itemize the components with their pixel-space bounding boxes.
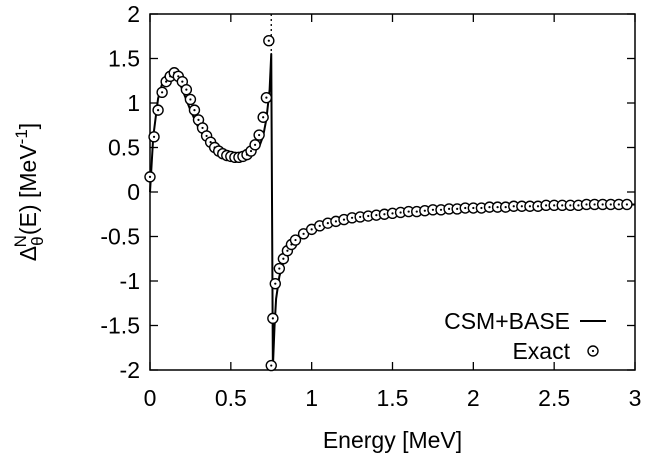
data-point-exact: [253, 129, 265, 141]
y-tick-label: -1.5: [100, 313, 140, 339]
data-point-exact: [267, 312, 279, 325]
data-point-exact: [249, 139, 261, 151]
data-point-exact: [184, 93, 197, 106]
data-point-exact: [621, 198, 633, 211]
data-point-exact: [263, 35, 275, 47]
data-point-exact: [269, 277, 281, 290]
data-point-exact: [605, 198, 617, 211]
data-point-exact: [265, 359, 277, 372]
legend-label-exact: Exact: [512, 338, 570, 364]
data-point-exact: [564, 199, 577, 212]
data-point-exact: [273, 262, 286, 275]
y-label-close: ]: [15, 123, 41, 129]
data-point-exact: [144, 171, 156, 183]
y-label-unit-sup: -1: [12, 129, 31, 144]
x-tick-label: 3: [629, 385, 642, 411]
y-label-base: Δ: [15, 246, 41, 261]
x-tick-label: 0.5: [215, 385, 247, 411]
data-point-exact: [188, 104, 201, 116]
x-tick-label: 0: [144, 385, 157, 411]
data-point-exact: [260, 91, 273, 104]
data-point-exact: [180, 83, 193, 96]
y-tick-label: -2: [120, 357, 140, 383]
y-tick-label: 1.5: [108, 46, 140, 72]
legend-label-csm-base: CSM+BASE: [444, 308, 570, 334]
y-tick-label: -1: [120, 268, 140, 294]
legend: CSM+BASE Exact: [444, 308, 606, 364]
y-label-arg: (E) [MeV: [15, 144, 41, 235]
data-point-exact: [443, 203, 455, 215]
x-axis-label: Energy [MeV]: [323, 427, 462, 453]
legend-point-marker: [587, 345, 599, 357]
y-tick-label: 0: [127, 179, 140, 205]
data-point-exact: [148, 131, 160, 143]
legend-point-swatch: [587, 345, 599, 357]
data-point-exact: [411, 205, 423, 218]
x-tick-label: 2: [467, 385, 480, 411]
x-axis: 0 0.5 1 1.5 2 2.5 3: [144, 14, 642, 411]
x-tick-label: 1: [305, 385, 318, 411]
x-tick-label: 1.5: [377, 385, 409, 411]
y-tick-label: 2: [127, 1, 140, 27]
y-axis-label: ΔθN(E) [MeV-1]: [11, 123, 47, 261]
y-tick-label: 0.5: [108, 135, 140, 161]
data-point-exact: [289, 234, 302, 246]
y-tick-label: 1: [127, 90, 140, 116]
data-point-exact: [257, 111, 269, 123]
data-point-exact: [156, 86, 168, 99]
y-axis: -2 -1.5 -1 -0.5 0 0.5 1 1.5 2: [100, 1, 635, 383]
points-layer: [144, 35, 633, 372]
y-tick-label: -0.5: [100, 224, 140, 250]
x-tick-label: 2.5: [538, 385, 570, 411]
y-label-sub: θ: [28, 236, 47, 245]
data-point-exact: [152, 104, 164, 116]
y-label-sup: N: [11, 235, 30, 247]
